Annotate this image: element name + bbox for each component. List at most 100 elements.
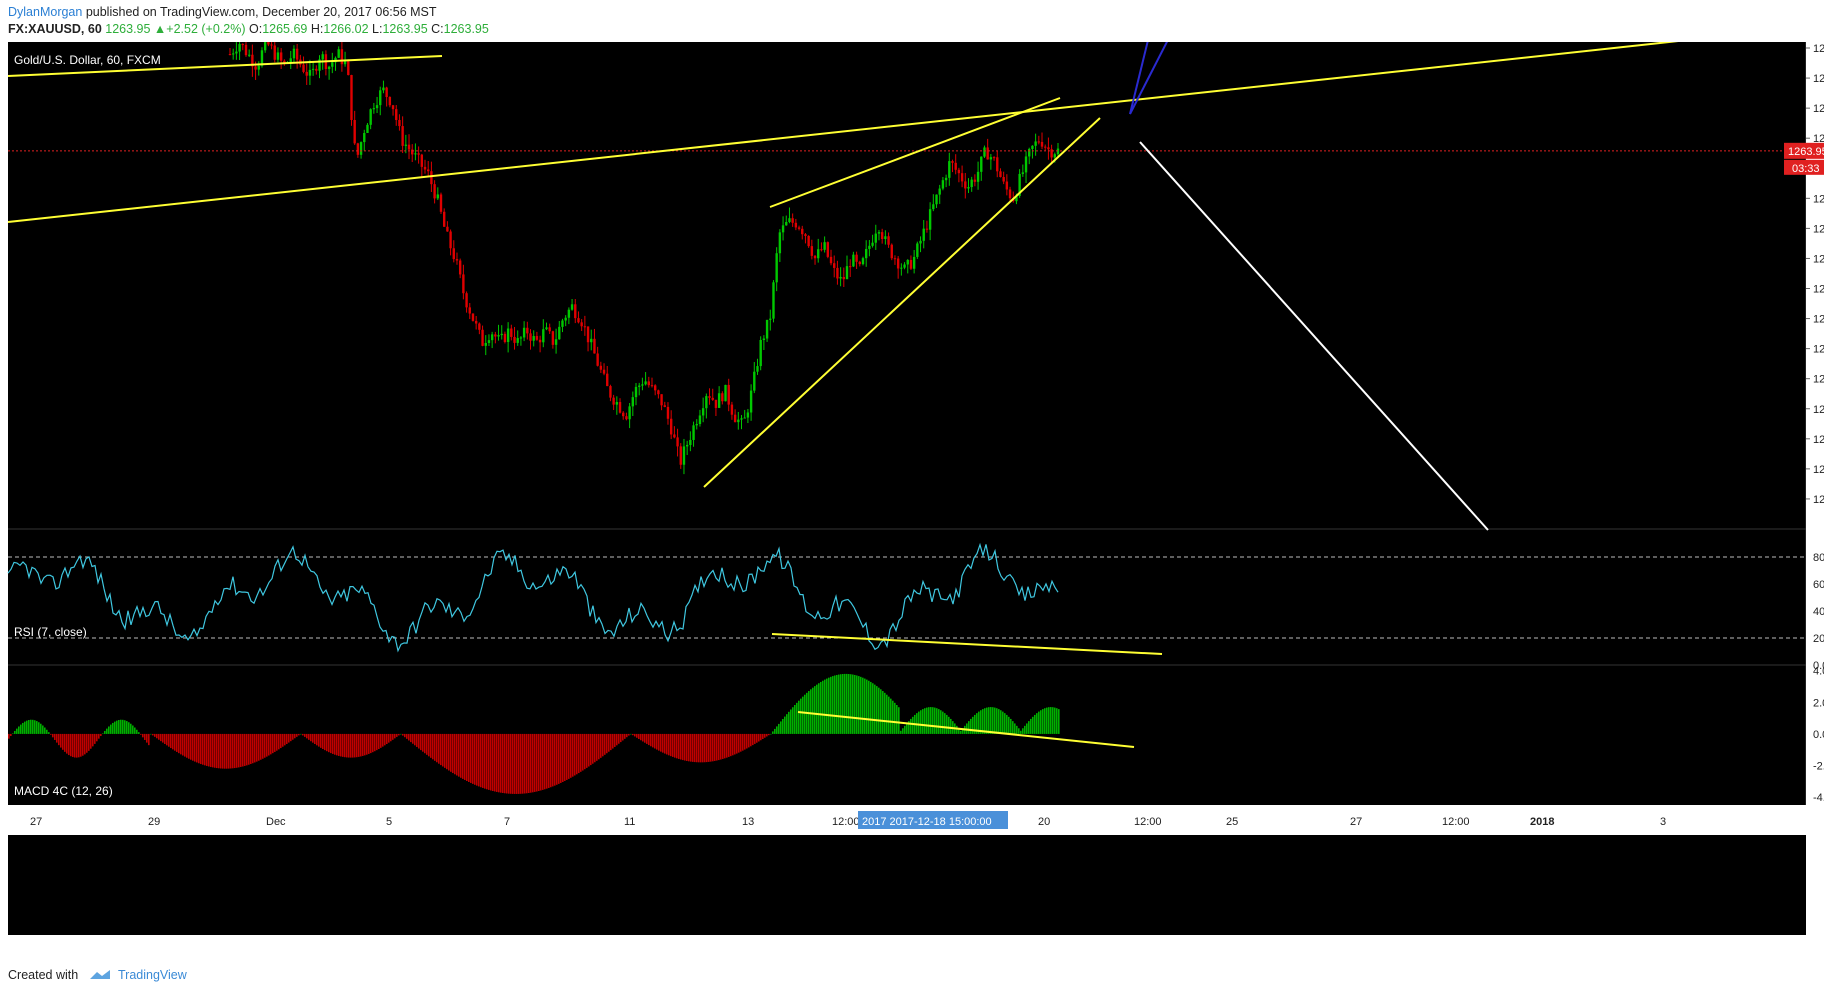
price-pane[interactable]: [8, 42, 1806, 475]
macd-bar: [150, 733, 152, 735]
projection-blue-line: [1129, 42, 1169, 115]
macd-bar: [666, 733, 668, 755]
macd-bar: [632, 733, 634, 736]
macd-bar: [318, 733, 320, 747]
macd-bar: [418, 733, 420, 749]
candle-body: [391, 105, 395, 110]
macd-bar: [1018, 728, 1020, 734]
macd-bar: [322, 733, 324, 750]
macd-bar: [614, 733, 616, 747]
macd-bar: [896, 705, 898, 734]
macd-bar: [730, 733, 732, 757]
macd-bar: [504, 733, 506, 794]
candle-body: [705, 396, 708, 409]
candle-body: [708, 396, 711, 398]
macd-bar: [832, 676, 834, 734]
tradingview-link[interactable]: TradingView: [118, 968, 187, 982]
candle-body: [283, 60, 286, 64]
macd-bar: [856, 675, 858, 734]
rsi-tick-label: 80.0000: [1813, 552, 1824, 564]
candle-body: [612, 397, 615, 405]
macd-bar: [366, 733, 368, 755]
macd-bar: [210, 733, 212, 767]
rsi-pane-title: RSI (7, close): [14, 625, 87, 639]
macd-bar: [52, 733, 54, 738]
macd-bar: [42, 725, 44, 734]
macd-bar: [494, 733, 496, 792]
macd-bar: [246, 733, 248, 766]
candle-body: [228, 54, 232, 56]
candle-body: [717, 393, 721, 408]
macd-bar: [992, 707, 994, 734]
macd-bar: [402, 733, 404, 736]
macd-bar: [330, 733, 332, 754]
drawings[interactable]: [7, 42, 1706, 748]
candle-body: [321, 54, 324, 60]
candle-body: [880, 232, 884, 239]
candle-body: [756, 366, 759, 372]
candle-body: [903, 264, 906, 268]
macd-bar: [476, 733, 478, 786]
macd-bar: [200, 733, 202, 765]
chart-canvas[interactable]: 1272.50 1270.00 1267.50 1265.00 1260.00 1257.…: [0, 42, 1824, 958]
macd-bar: [820, 681, 822, 734]
candle-body: [1015, 195, 1018, 202]
macd-bar: [324, 733, 326, 751]
candle-body: [951, 161, 954, 163]
macd-bar: [128, 722, 130, 734]
macd-bar: [460, 733, 462, 778]
candle-body: [366, 124, 369, 133]
candle-body: [634, 386, 638, 398]
open-label: O:: [249, 22, 263, 36]
open-value: 1265.69: [262, 22, 308, 36]
candle-body: [1056, 148, 1060, 155]
candle-body: [737, 419, 740, 423]
candle-body: [382, 87, 385, 91]
candle-body: [912, 256, 916, 269]
candle-body: [315, 68, 318, 71]
macd-bar: [134, 727, 136, 734]
macd-bar: [544, 733, 546, 790]
macd-bar: [936, 708, 938, 734]
candle-body: [417, 153, 420, 155]
macd-bar: [650, 733, 652, 747]
macd-bar: [852, 674, 854, 734]
macd-bar: [414, 733, 416, 746]
candle-body: [267, 42, 270, 45]
candle-body: [810, 246, 814, 256]
macd-bar: [54, 733, 56, 740]
macd-tick-label: 4.0000: [1813, 666, 1824, 678]
macd-bar: [180, 733, 182, 755]
candle-body: [775, 253, 778, 283]
macd-bar: [726, 733, 728, 758]
candle-body: [542, 329, 545, 343]
macd-bar: [898, 707, 900, 734]
symbol-line: FX:XAUUSD, 60 1263.95 ▲+2.52 (+0.2%) O:1…: [8, 22, 489, 36]
candle-body: [679, 446, 682, 465]
candle-body: [663, 405, 666, 407]
candle-body: [1031, 145, 1034, 149]
candle-body: [423, 166, 427, 170]
macd-bar: [658, 733, 660, 751]
macd-bar: [138, 732, 140, 734]
candle-body: [490, 334, 494, 341]
author-link[interactable]: DylanMorgan: [8, 5, 83, 19]
macd-bar: [168, 733, 170, 747]
macd-bar: [622, 733, 624, 741]
macd-bar: [542, 733, 544, 790]
macd-bar: [972, 716, 974, 734]
macd-pane[interactable]: [8, 673, 1060, 794]
publish-info: published on TradingView.com, December 2…: [85, 5, 437, 19]
macd-bar: [798, 700, 800, 734]
candle-body: [401, 126, 404, 146]
macd-bar: [14, 730, 16, 734]
time-tick-label: 27: [30, 816, 42, 828]
macd-bar: [944, 713, 946, 734]
macd-bar: [144, 733, 146, 740]
candle-body: [928, 209, 932, 230]
macd-bar: [810, 689, 812, 734]
macd-bar: [328, 733, 330, 753]
macd-bar: [778, 723, 780, 734]
macd-bar: [774, 728, 776, 734]
macd-bar: [550, 733, 552, 788]
